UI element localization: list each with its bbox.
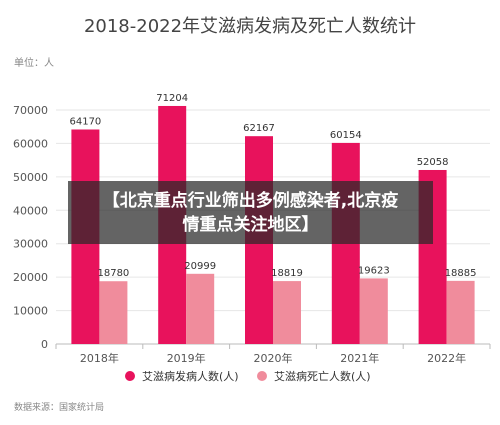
data-label: 18885	[445, 268, 477, 279]
bar-deaths	[446, 280, 475, 344]
y-tick-label: 40000	[13, 204, 48, 217]
bar-deaths	[186, 273, 215, 344]
legend-marker	[125, 371, 135, 381]
data-label: 60154	[330, 130, 362, 141]
x-tick-label: 2022年	[427, 351, 466, 365]
bar-deaths	[99, 281, 128, 344]
y-tick-label: 60000	[13, 137, 48, 150]
data-label: 64170	[69, 116, 101, 127]
y-tick-label: 0	[41, 338, 48, 351]
bar-deaths	[359, 278, 388, 344]
unit-label: 单位：人	[14, 56, 54, 69]
caption-overlay: 【北京重点行业筛出多例感染者,北京疫情重点关注地区】	[68, 181, 433, 244]
data-label: 71204	[156, 93, 188, 104]
legend-label: 艾滋病发病人数(人)	[142, 369, 239, 383]
y-tick-label: 20000	[13, 271, 48, 284]
data-label: 19623	[358, 265, 390, 276]
y-axis: 0 10000 20000 30000 40000 50000 60000 70000	[13, 104, 48, 351]
legend-label: 艾滋病死亡人数(人)	[274, 369, 371, 383]
bar-deaths	[273, 281, 301, 344]
x-tick-label: 2019年	[167, 351, 206, 365]
y-tick-label: 50000	[13, 171, 48, 184]
source-note: 数据来源：国家统计局	[14, 401, 104, 413]
data-label: 62167	[243, 123, 275, 134]
data-label: 18819	[271, 268, 303, 279]
x-tick-label: 2020年	[254, 351, 293, 365]
data-label: 52058	[417, 157, 449, 168]
x-tick-label: 2021年	[340, 351, 379, 365]
data-label: 20999	[184, 261, 216, 272]
data-labels: 64170 18780 71204 20999 62167 18819 60154 19623…	[69, 93, 476, 279]
y-tick-label: 70000	[13, 104, 48, 117]
x-axis: 2018年 2019年 2020年 2021年 2022年	[55, 344, 491, 365]
y-tick-label: 30000	[13, 238, 48, 251]
legend-marker	[257, 371, 267, 381]
legend: 艾滋病发病人数(人) 艾滋病死亡人数(人)	[125, 369, 371, 383]
x-tick-label: 2018年	[80, 351, 119, 365]
y-tick-label: 10000	[13, 305, 48, 318]
caption-text: 【北京重点行业筛出多例感染者,北京疫情重点关注地区】	[102, 190, 399, 235]
data-label: 18780	[97, 268, 129, 279]
chart-title: 2018-2022年艾滋病发病及死亡人数统计	[84, 16, 416, 37]
